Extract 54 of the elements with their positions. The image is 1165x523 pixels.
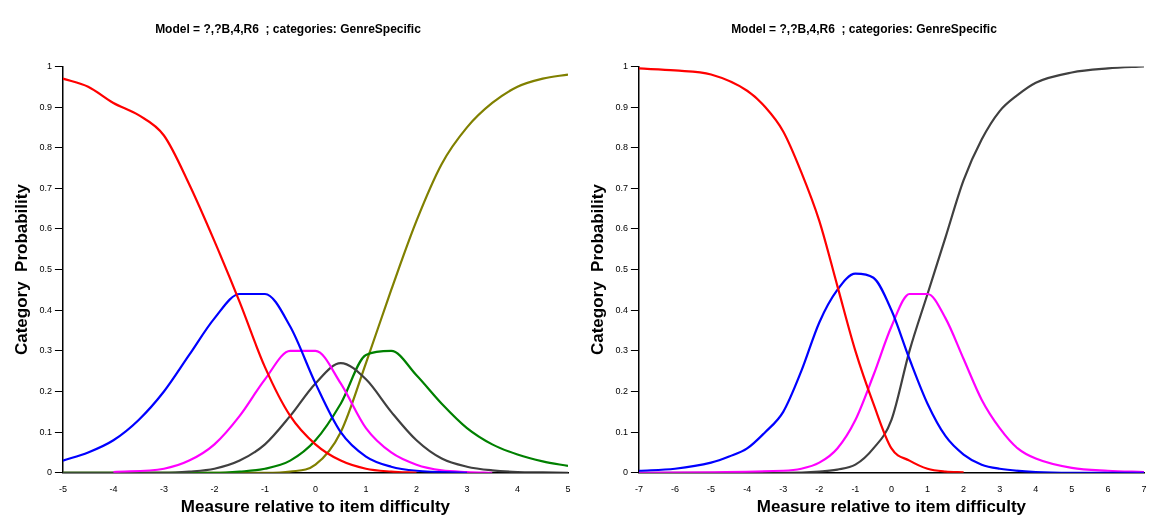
y-tick-label: 0 [46, 467, 52, 478]
y-tick-label: 0 [622, 467, 628, 478]
y-tick-label: 0.8 [39, 142, 52, 153]
y-tick-label: 0.5 [39, 264, 52, 275]
x-tick-label: -3 [159, 483, 168, 494]
x-tick-label: -5 [58, 483, 67, 494]
x-axis-title: Measure relative to item difficulty [180, 497, 451, 517]
x-tick-label: 1 [925, 483, 931, 494]
y-tick-label: 0.6 [39, 223, 52, 234]
x-tick-label: -5 [707, 483, 716, 494]
x-tick-label: -4 [743, 483, 752, 494]
x-tick-label: 3 [997, 483, 1003, 494]
x-tick-label: 7 [1141, 483, 1147, 494]
y-tick-label: 0.9 [615, 101, 628, 112]
y-tick-label: 0.4 [39, 304, 52, 315]
y-tick-label: 0.3 [615, 345, 628, 356]
y-tick-label: 0.7 [615, 182, 628, 193]
y-tick-label: 0.4 [615, 304, 628, 315]
y-tick-label: 0.5 [615, 264, 628, 275]
y-tick-label: 0.1 [39, 426, 52, 437]
y-axis-title: Category Probability [587, 183, 607, 356]
x-tick-label: -2 [815, 483, 824, 494]
y-tick-label: 0.9 [39, 101, 52, 112]
x-tick-label: 0 [312, 483, 318, 494]
chart-title: Model = ?,?B,4,R6 ; categories: GenreSpecific [155, 21, 422, 36]
x-tick-label: -4 [109, 483, 118, 494]
x-tick-label: 5 [1069, 483, 1075, 494]
y-axis-title: Category Probability [11, 183, 31, 356]
x-tick-label: 6 [1105, 483, 1111, 494]
x-tick-label: 5 [565, 483, 571, 494]
x-tick-label: -1 [851, 483, 860, 494]
x-tick-label: 0 [888, 483, 894, 494]
x-tick-label: 4 [1033, 483, 1039, 494]
y-tick-label: 0.6 [615, 223, 628, 234]
x-tick-label: 3 [464, 483, 470, 494]
x-tick-label: 4 [514, 483, 520, 494]
y-tick-label: 0.7 [39, 182, 52, 193]
x-axis-title: Measure relative to item difficulty [756, 497, 1027, 517]
x-tick-label: 1 [363, 483, 369, 494]
y-tick-label: 0.8 [615, 142, 628, 153]
x-tick-label: -2 [210, 483, 219, 494]
y-tick-label: 0.3 [39, 345, 52, 356]
x-tick-label: -7 [634, 483, 643, 494]
x-tick-label: -6 [670, 483, 679, 494]
y-tick-label: 0.1 [615, 426, 628, 437]
y-tick-label: 1 [46, 60, 52, 71]
y-tick-label: 0.2 [39, 386, 52, 396]
y-tick-label: 0.2 [615, 386, 628, 396]
x-tick-label: -1 [260, 483, 269, 494]
x-tick-label: -3 [779, 483, 788, 494]
chart-title: Model = ?,?B,4,R6 ; categories: GenreSpecific [731, 21, 998, 36]
x-tick-label: 2 [413, 483, 419, 494]
y-tick-label: 1 [622, 60, 628, 71]
x-tick-label: 2 [961, 483, 967, 494]
